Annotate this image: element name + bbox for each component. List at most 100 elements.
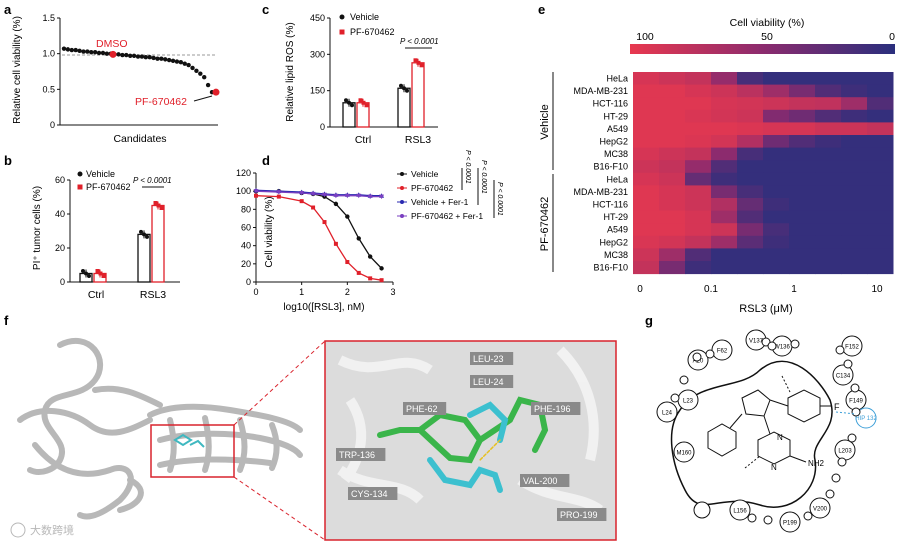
series-point — [367, 194, 373, 200]
heatmap-cell — [867, 84, 894, 98]
heatmap-cell — [711, 261, 738, 275]
panel-e-colorbar-tick-100: 100 — [636, 31, 654, 43]
data-point — [92, 50, 98, 55]
heatmap-cell — [685, 109, 712, 123]
residue-label: L23 — [683, 399, 694, 405]
heatmap-cell — [685, 223, 712, 237]
heatmap-cell — [659, 210, 686, 224]
heatmap-cell — [867, 97, 894, 111]
y-tick-label: 100 — [236, 186, 251, 196]
panel-d-ylabel: Cell viability (%) — [264, 196, 275, 267]
series-line — [255, 189, 382, 197]
heatmap-cell — [763, 122, 790, 136]
bar — [411, 62, 425, 128]
heatmap-cell — [659, 84, 686, 98]
heatmap-cell — [841, 147, 868, 161]
chain-bead — [831, 473, 841, 483]
series-point — [345, 214, 350, 219]
ligand-structure — [707, 375, 857, 469]
heatmap-cell — [659, 248, 686, 262]
series-point — [344, 193, 350, 199]
atom-nh2: NH2 — [808, 459, 825, 468]
panel-c-pvalue: P < 0.0001 — [400, 37, 439, 46]
heatmap-cell — [633, 122, 660, 136]
row-label: A549 — [607, 225, 628, 235]
data-point — [139, 54, 145, 59]
residue-label: PHE-62 — [406, 404, 438, 414]
y-tick-label: 20 — [241, 259, 251, 269]
heatmap-cell — [633, 160, 660, 174]
data-point — [205, 82, 211, 88]
heatmap-cell — [815, 160, 842, 174]
residue-label: L156 — [733, 509, 747, 515]
chain-bead — [850, 383, 860, 393]
heatmap-cell — [763, 147, 790, 161]
data-point — [65, 47, 71, 52]
zoom-line-bottom — [233, 476, 326, 541]
heatmap-cell — [815, 248, 842, 262]
heatmap-cell — [789, 160, 816, 174]
data-point — [77, 48, 82, 54]
heatmap-cell — [763, 248, 790, 262]
heatmap-cell — [763, 97, 790, 111]
residue-label-hbond: HIP 132 — [855, 416, 877, 422]
residue-label: W136 — [774, 345, 790, 351]
heatmap-cell — [841, 235, 868, 249]
chain-bead — [705, 349, 715, 359]
replicate-point — [139, 229, 143, 234]
panel-d-pvalue-3: P < 0.0001 — [496, 182, 503, 216]
residue-label: VAL-200 — [523, 476, 557, 486]
panel-e-xtick-10: 10 — [871, 284, 883, 295]
heatmap-cell — [815, 210, 842, 224]
replicate-point — [405, 88, 409, 93]
panel-f: f — [4, 313, 617, 541]
residue-label: LEU-23 — [473, 354, 504, 364]
pocket-outline — [670, 360, 833, 508]
residue-label-box — [520, 474, 570, 487]
heatmap-cell — [763, 223, 790, 237]
data-point — [202, 75, 207, 80]
row-label: MC38 — [604, 149, 628, 159]
heatmap-cell — [815, 84, 842, 98]
residue-label: P199 — [783, 521, 798, 527]
residue-label-box — [403, 402, 447, 415]
chain-bead — [790, 339, 800, 349]
residue-label: C134 — [836, 374, 851, 380]
heatmap-cell — [867, 235, 894, 249]
chain-bead — [692, 352, 702, 362]
series-point — [310, 191, 316, 197]
ligand-small — [173, 433, 205, 448]
heatmap-cell — [737, 122, 764, 136]
heatmap-cell — [867, 261, 894, 275]
panel-e-colorbar-tick-50: 50 — [761, 31, 773, 43]
heatmap-cell — [763, 109, 790, 123]
panel-g-letter: g — [645, 313, 653, 328]
series-point — [333, 193, 339, 199]
heatmap-cell — [815, 185, 842, 199]
heatmap-cell — [711, 198, 738, 212]
panel-d-lines — [253, 187, 385, 283]
heatmap-cell — [841, 223, 868, 237]
panel-e-group-vehicle: Vehicle — [539, 104, 551, 139]
data-point — [170, 58, 176, 63]
series-point — [299, 199, 304, 204]
watermark-text: 大数跨境 — [30, 523, 74, 537]
residue-label: CYS-134 — [351, 489, 388, 499]
panel-b-cat-rsl3: RSL3 — [140, 289, 166, 301]
chain-bead — [825, 489, 835, 499]
heatmap-cell — [711, 235, 738, 249]
data-point — [96, 50, 102, 56]
replicate-point — [84, 271, 88, 276]
heatmap-cell — [815, 235, 842, 249]
bar — [397, 87, 411, 128]
heatmap-cell — [633, 198, 660, 212]
heatmap-cell — [841, 172, 868, 186]
data-point — [143, 55, 148, 60]
chain-bead — [835, 345, 845, 355]
heatmap-cell — [711, 109, 738, 123]
row-label: B16-F10 — [593, 162, 628, 172]
replicate-point — [95, 269, 100, 273]
heatmap-cell — [711, 147, 738, 161]
row-label: HT-29 — [603, 111, 628, 121]
heatmap-cell — [633, 72, 660, 86]
